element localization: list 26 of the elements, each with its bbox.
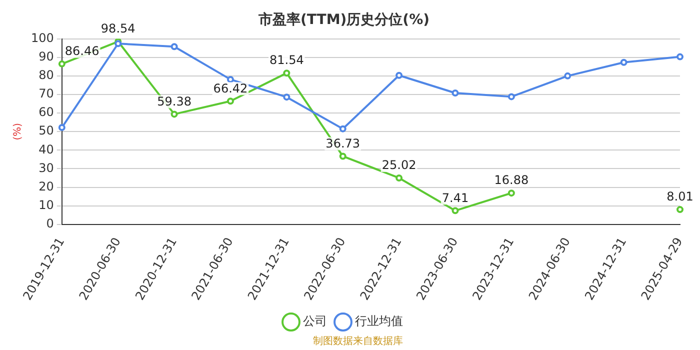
y-tick-label: 90 bbox=[38, 49, 54, 64]
y-axis-title: (%) bbox=[12, 122, 24, 140]
data-label: 98.54 bbox=[100, 22, 136, 36]
y-tick-label: 100 bbox=[31, 30, 54, 45]
data-label: 59.38 bbox=[157, 94, 192, 108]
data-label: 86.46 bbox=[64, 44, 100, 58]
data-label: 25.02 bbox=[382, 158, 416, 172]
y-tick-label: 20 bbox=[38, 179, 54, 194]
y-tick-label: 40 bbox=[38, 142, 54, 156]
legend-label: 行业均值 bbox=[355, 314, 403, 328]
data-label: 36.73 bbox=[326, 136, 360, 150]
y-tick-label: 60 bbox=[38, 105, 54, 120]
chart-title: 市盈率(TTM)历史分位(%) bbox=[258, 11, 430, 28]
y-tick-label: 30 bbox=[38, 160, 54, 175]
y-tick-label: 10 bbox=[38, 198, 54, 212]
data-label: 66.42 bbox=[213, 81, 248, 96]
text: 制图数据来自数据库 bbox=[312, 334, 404, 348]
y-tick-label: 80 bbox=[38, 68, 54, 82]
y-tick-label: 0 bbox=[46, 216, 54, 231]
data-label: 7.41 bbox=[442, 190, 469, 205]
y-tick-label: 70 bbox=[38, 86, 54, 101]
legend-label: 公司 bbox=[303, 314, 327, 328]
data-label: 8.01 bbox=[666, 190, 694, 204]
data-label: 16.88 bbox=[494, 173, 529, 188]
y-tick-label: 50 bbox=[38, 124, 54, 138]
data-label: 81.54 bbox=[269, 53, 304, 68]
